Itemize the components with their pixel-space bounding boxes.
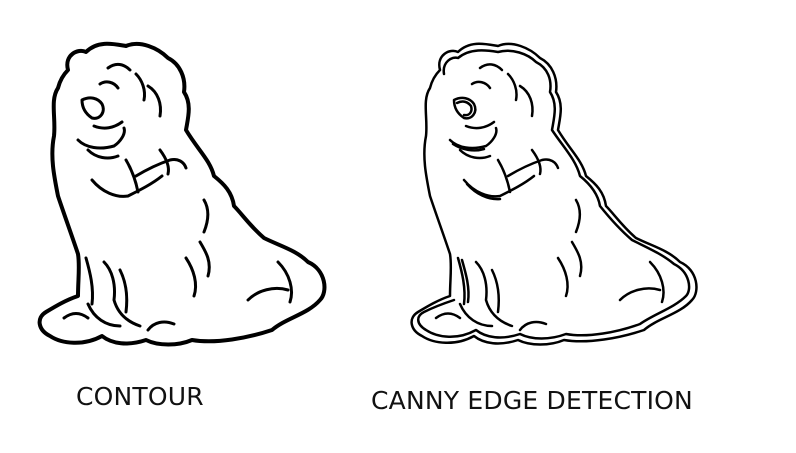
dog-canny-inner-details	[434, 63, 665, 332]
dog-contour-inner-details	[62, 62, 293, 332]
canny-edge-dog-image	[400, 0, 710, 370]
dog-canny-outline	[410, 42, 698, 346]
canny-edge-detection-caption: CANNY EDGE DETECTION	[371, 386, 693, 415]
contour-caption: CONTOUR	[76, 382, 204, 411]
dog-contour-outline	[37, 41, 327, 347]
contour-dog-image	[28, 0, 338, 370]
